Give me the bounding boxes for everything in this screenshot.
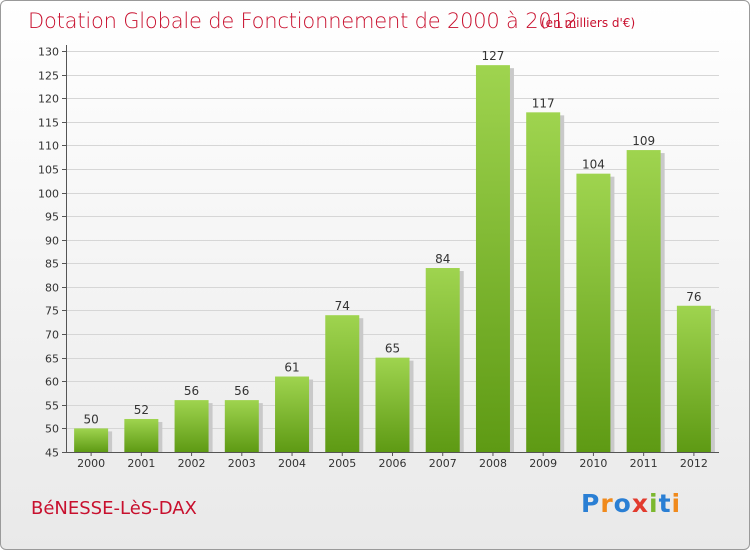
y-tick-label: 70 [45,329,59,342]
data-label: 65 [385,342,400,356]
x-tick-label: 2008 [479,457,507,470]
y-tick-label: 120 [38,93,59,106]
x-tick-label: 2011 [630,457,658,470]
bar-2001 [124,418,159,452]
chart-unit: (en milliers d'€) [541,16,636,30]
data-label: 76 [686,290,701,304]
x-tick-label: 2003 [228,457,256,470]
axes: 45 50 55 60 65 70 75 80 85 90 95 100 105 110 115 120 125… [38,45,719,470]
y-tick-label: 55 [45,400,59,413]
logo-letter: t [658,489,672,518]
x-tick-label: 2012 [680,457,708,470]
logo-letter: i [671,489,682,518]
x-tick-label: 2001 [127,457,155,470]
y-tick-label: 75 [45,305,59,318]
x-tick-label: 2007 [429,457,457,470]
logo-letter: r [600,489,614,518]
y-tick-label: 45 [45,447,59,460]
chart-title: Dotation Globale de Fonctionnement de 20… [28,9,578,33]
x-tick-label: 2010 [579,457,607,470]
data-label: 52 [134,403,149,417]
bar-2008 [475,65,510,452]
y-tick-label: 50 [45,423,59,436]
y-tick-label: 115 [38,117,59,130]
y-tick-label: 90 [45,235,59,248]
data-label: 109 [632,134,655,148]
data-label: 61 [284,361,299,375]
logo-letter: o [613,489,632,518]
y-tick-label: 100 [38,188,59,201]
x-tick-label: 2004 [278,457,306,470]
logo-letter: i [649,489,659,518]
proxiti-logo[interactable]: Proxiti [581,489,681,518]
bar-2004 [275,376,310,452]
data-label: 56 [234,384,249,398]
y-tick-label: 65 [45,353,59,366]
y-tick-label: 95 [45,211,59,224]
x-tick-label: 2006 [379,457,407,470]
y-tick-label: 110 [38,140,59,153]
bar-2007 [425,268,460,452]
logo-letter: x [631,489,649,518]
bar-2003 [224,400,259,452]
bar-2005 [325,315,360,452]
data-label: 74 [335,299,350,313]
commune-name: BéNESSE-LèS-DAX [31,498,197,519]
data-label: 117 [532,96,555,110]
bar-2000 [74,428,109,452]
bar-2009 [526,112,561,453]
x-tick-label: 2000 [77,457,105,470]
y-tick-label: 130 [38,46,59,59]
x-tick-label: 2005 [328,457,356,470]
data-label: 104 [582,158,605,172]
data-label: 50 [83,412,98,426]
x-tick-label: 2002 [178,457,206,470]
bars: 50 52 56 56 61 74 65 84 127 117 104 109 76 [74,49,715,453]
data-label: 84 [435,252,450,266]
bar-2010 [576,173,611,453]
logo-letter: P [581,489,601,518]
x-tick-label: 2009 [529,457,557,470]
y-tick-label: 80 [45,282,59,295]
y-tick-label: 60 [45,376,59,389]
data-label: 127 [482,49,505,63]
bar-2011 [626,150,661,452]
bar-2012 [676,305,711,452]
y-tick-label: 85 [45,258,59,271]
bar-2006 [375,357,410,452]
bar-2002 [174,400,209,452]
y-tick-label: 105 [38,164,59,177]
y-tick-label: 125 [38,70,59,83]
data-label: 56 [184,384,199,398]
